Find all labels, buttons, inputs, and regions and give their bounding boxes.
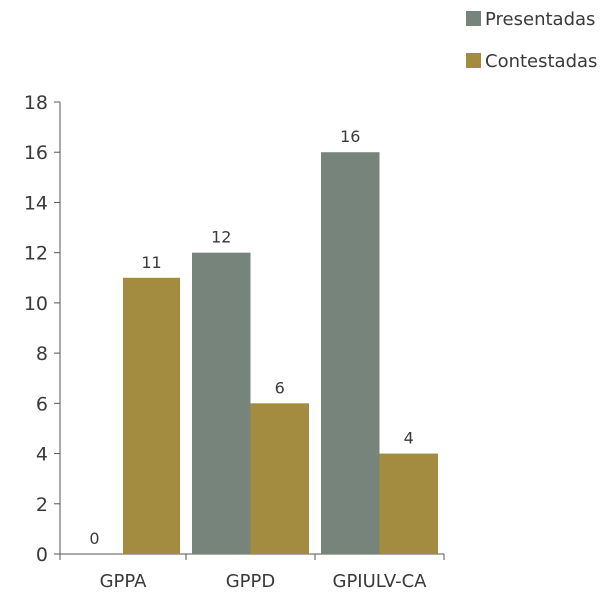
bar-gppa-contestadas — [123, 277, 180, 554]
y-tick-label: 4 — [36, 444, 48, 466]
x-tick-label-gppa: GPPA — [100, 571, 148, 592]
data-label-gppa-contestadas: 11 — [141, 253, 161, 272]
y-tick-label: 2 — [36, 494, 48, 516]
data-label-gpiulv-ca-contestadas: 4 — [404, 429, 414, 448]
data-label-gpiulv-ca-presentadas: 16 — [340, 127, 360, 146]
legend-swatch-presentadas — [466, 11, 481, 26]
data-label-gppd-contestadas: 6 — [275, 378, 285, 397]
x-tick-label-gpiulv-ca: GPIULV-CA — [333, 571, 428, 592]
y-tick-label: 0 — [36, 544, 48, 566]
value-labels: 0 11 12 6 16 4 — [89, 127, 413, 548]
x-tick-label-gppd: GPPD — [226, 571, 276, 592]
bar-gppd-contestadas — [250, 403, 309, 554]
y-tick-label: 12 — [24, 243, 48, 265]
bars — [123, 152, 438, 554]
y-tick-label: 6 — [36, 393, 48, 415]
data-label-gppd-presentadas: 12 — [211, 228, 231, 247]
legend: Presentadas Contestadas — [466, 9, 597, 72]
x-axis: GPPA GPPD GPIULV-CA — [59, 553, 445, 592]
legend-label-contestadas: Contestadas — [485, 51, 597, 72]
y-tick-label: 18 — [24, 92, 48, 114]
y-tick-label: 8 — [36, 343, 48, 365]
legend-label-presentadas: Presentadas — [485, 9, 595, 30]
y-tick-label: 10 — [24, 293, 48, 315]
bar-gppd-presentadas — [192, 252, 251, 554]
y-axis: 0 2 4 6 8 10 12 14 16 18 — [24, 92, 61, 566]
data-label-gppa-presentadas: 0 — [89, 529, 99, 548]
bar-gpiulv-ca-presentadas — [321, 152, 380, 554]
bar-gpiulv-ca-contestadas — [379, 453, 438, 554]
y-tick-label: 16 — [24, 142, 48, 164]
y-tick-label: 14 — [24, 192, 48, 214]
legend-swatch-contestadas — [466, 53, 481, 68]
